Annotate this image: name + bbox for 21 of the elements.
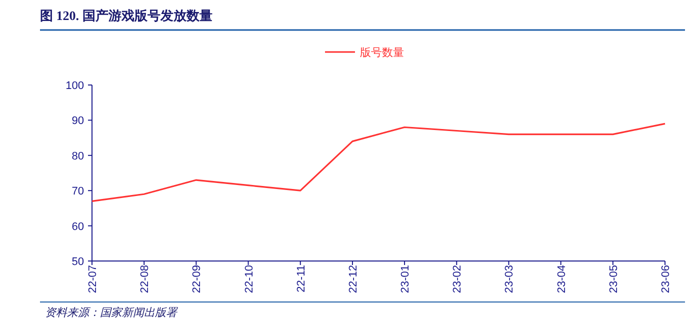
chart-title: 图 120. 国产游戏版号发放数量 [40,8,212,23]
x-tick-label: 23-04 [556,265,568,294]
x-tick-label: 22-09 [191,265,204,294]
x-tick-label: 23-02 [452,265,464,294]
y-tick-label: 70 [72,186,84,198]
x-tick-label: 23-03 [504,265,516,294]
y-tick-label: 80 [72,150,84,162]
x-tick-label: 23-06 [660,265,672,294]
y-tick-label: 90 [72,115,84,128]
legend-label: 版号数量 [360,47,404,59]
y-tick-label: 50 [72,256,84,268]
x-tick-label: 22-08 [139,265,152,294]
x-tick-label: 22-11 [295,265,308,292]
y-tick-label: 100 [66,80,84,92]
x-tick-label: 22-12 [347,265,360,294]
text: 资料来源：国家新闻出版署 [45,306,178,319]
y-tick-label: 60 [72,220,84,233]
x-tick-label: 23-05 [608,265,620,294]
x-tick-label: 22-10 [243,265,256,294]
x-tick-label: 22-07 [87,265,99,294]
x-tick-label: 23-01 [400,265,412,294]
